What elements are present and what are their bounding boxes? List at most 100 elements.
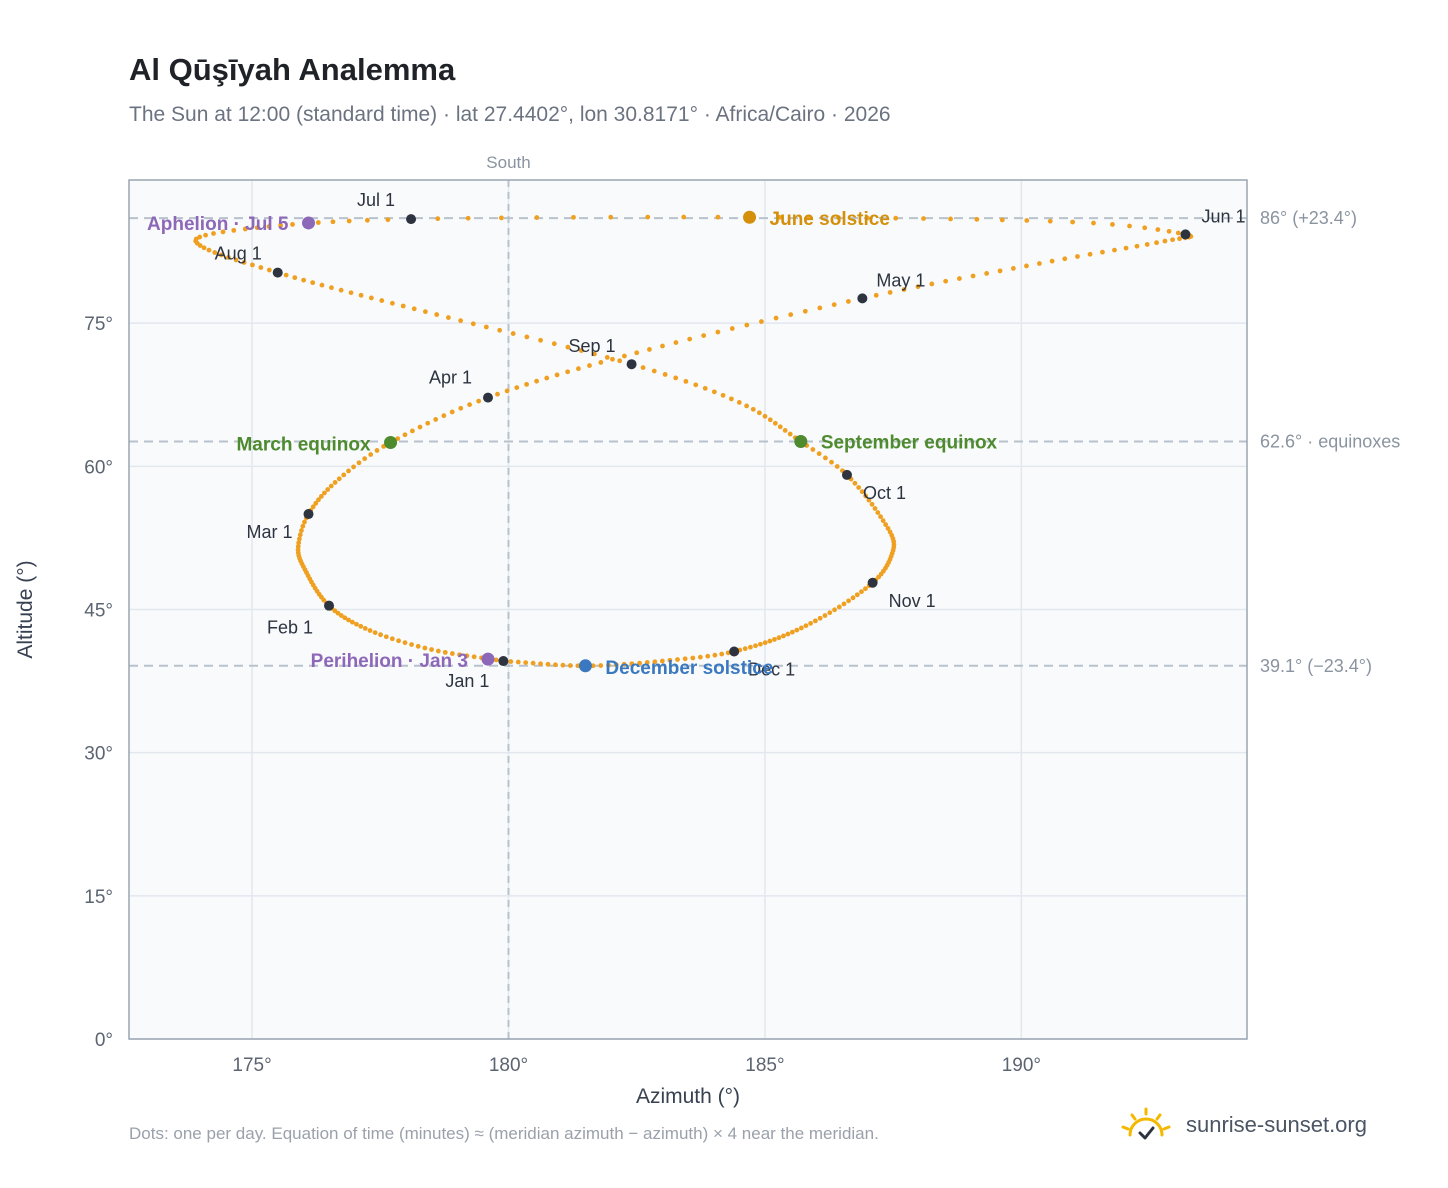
month-markers: Jan 1 Feb 1 Mar 1 Apr 1 May 1 Jun 1 Jul 1 Aug 1… <box>215 190 1246 691</box>
daily-sun-dot <box>762 413 768 419</box>
daily-sun-dot <box>682 656 688 662</box>
daily-sun-dot <box>1010 265 1016 271</box>
daily-sun-dot <box>1166 228 1172 234</box>
daily-sun-dot <box>300 523 306 529</box>
daily-sun-dot <box>808 620 814 626</box>
daily-sun-dot <box>758 641 763 647</box>
event-label: Perihelion · Jan 3 <box>311 651 468 672</box>
daily-sun-dot <box>701 333 707 338</box>
daily-sun-dot <box>383 634 389 640</box>
daily-sun-dot <box>1110 222 1115 227</box>
daily-sun-dot <box>242 226 248 232</box>
daily-sun-dot <box>1154 240 1159 246</box>
event-label: Aphelion · Jul 5 <box>147 214 289 235</box>
daily-sun-dot <box>346 218 352 224</box>
daily-sun-dot <box>417 424 423 430</box>
month-marker <box>857 293 868 304</box>
meridian-label: South <box>486 153 530 172</box>
daily-sun-dot <box>203 232 208 238</box>
daily-sun-dot <box>231 227 237 233</box>
daily-sun-dot <box>283 272 289 278</box>
daily-sun-dot <box>852 480 858 486</box>
daily-sun-dot <box>349 619 355 625</box>
daily-sun-dot <box>592 351 597 357</box>
daily-sun-dot <box>429 647 434 652</box>
daily-sun-dot <box>598 360 604 365</box>
chart-title: Al Qūşīyah Analemma <box>129 52 456 87</box>
daily-sun-dot <box>544 375 550 381</box>
brand[interactable]: sunrise-sunset.org <box>1120 1100 1367 1150</box>
daily-sun-dot <box>534 215 540 220</box>
daily-sun-dot <box>435 648 441 654</box>
daily-sun-dot <box>493 657 499 663</box>
daily-sun-dot <box>302 519 307 525</box>
daily-sun-dot <box>571 214 576 220</box>
daily-sun-dot <box>457 652 462 658</box>
daily-sun-dot <box>1162 238 1168 244</box>
brand-name: sunrise-sunset.org <box>1186 1112 1367 1137</box>
reference-line-label: 86° (+23.4°) <box>1260 208 1357 228</box>
daily-sun-dot <box>576 366 581 372</box>
daily-sun-dot <box>551 341 557 347</box>
plot-frame <box>128 179 1248 1040</box>
daily-sun-dot <box>1144 242 1150 247</box>
daily-sun-dot <box>328 483 334 489</box>
daily-sun-dot <box>530 660 536 666</box>
daily-sun-dot <box>411 306 417 312</box>
daily-sun-dot <box>759 319 764 324</box>
daily-sun-dot <box>798 625 804 631</box>
daily-sun-dot <box>836 215 841 221</box>
daily-sun-dot <box>831 302 837 308</box>
daily-sun-dot <box>767 417 773 423</box>
daily-sun-dot <box>458 405 464 411</box>
event-label: September equinox <box>821 433 998 454</box>
daily-sun-dot <box>322 490 327 496</box>
month-marker-label: Mar 1 <box>246 522 292 542</box>
daily-sun-dot <box>390 300 395 306</box>
daily-sun-dot <box>315 220 321 225</box>
daily-sun-dot <box>197 243 203 248</box>
daily-sun-dot <box>435 216 441 222</box>
month-marker-label: Jul 1 <box>357 190 395 210</box>
daily-sun-dot <box>329 285 334 291</box>
daily-sun-dot <box>241 260 247 265</box>
daily-sun-dot <box>470 321 476 327</box>
daily-sun-dot <box>299 528 304 533</box>
daily-sun-dot <box>295 544 301 549</box>
daily-sun-dot <box>822 613 828 618</box>
daily-sun-dot <box>587 363 592 368</box>
daily-sun-dot <box>233 257 239 263</box>
daily-sun-dot <box>789 629 795 635</box>
event-markers: June solstice December solstice March equi… <box>147 209 998 679</box>
daily-sun-dot <box>1047 218 1053 224</box>
daily-sun-dot <box>458 318 464 324</box>
daily-sun-dot <box>297 532 303 538</box>
reference-lines: South 86° (+23.4°) 62.6° · equinoxes 39.1° … <box>129 153 1400 1039</box>
daily-sun-dot <box>802 308 808 314</box>
daily-sun-dot <box>249 262 255 268</box>
daily-sun-dot <box>538 661 543 667</box>
daily-sun-dot <box>748 644 753 650</box>
daily-sun-dot <box>348 290 354 296</box>
daily-sun-dot <box>948 216 953 222</box>
daily-sun-dot <box>374 448 380 453</box>
daily-sun-dot <box>514 385 520 390</box>
daily-sun-dot <box>310 504 316 510</box>
daily-sun-dot <box>901 287 907 292</box>
daily-sun-dot <box>810 447 816 452</box>
daily-sun-dot <box>290 222 295 227</box>
daily-sun-dot <box>1134 243 1140 249</box>
daily-sun-dot <box>346 617 351 623</box>
daily-sun-dot <box>1075 254 1080 259</box>
daily-sun-dot <box>362 626 368 631</box>
daily-sun-dot <box>859 589 864 595</box>
daily-sun-dot <box>762 640 768 646</box>
daily-sun-dot <box>999 217 1005 223</box>
daily-sun-dot <box>773 315 779 321</box>
daily-sun-dot <box>640 365 646 370</box>
daily-sun-dot <box>974 216 980 222</box>
daily-sun-dot <box>621 661 627 667</box>
daily-sun-dot <box>341 472 347 478</box>
daily-sun-dot <box>538 337 543 343</box>
